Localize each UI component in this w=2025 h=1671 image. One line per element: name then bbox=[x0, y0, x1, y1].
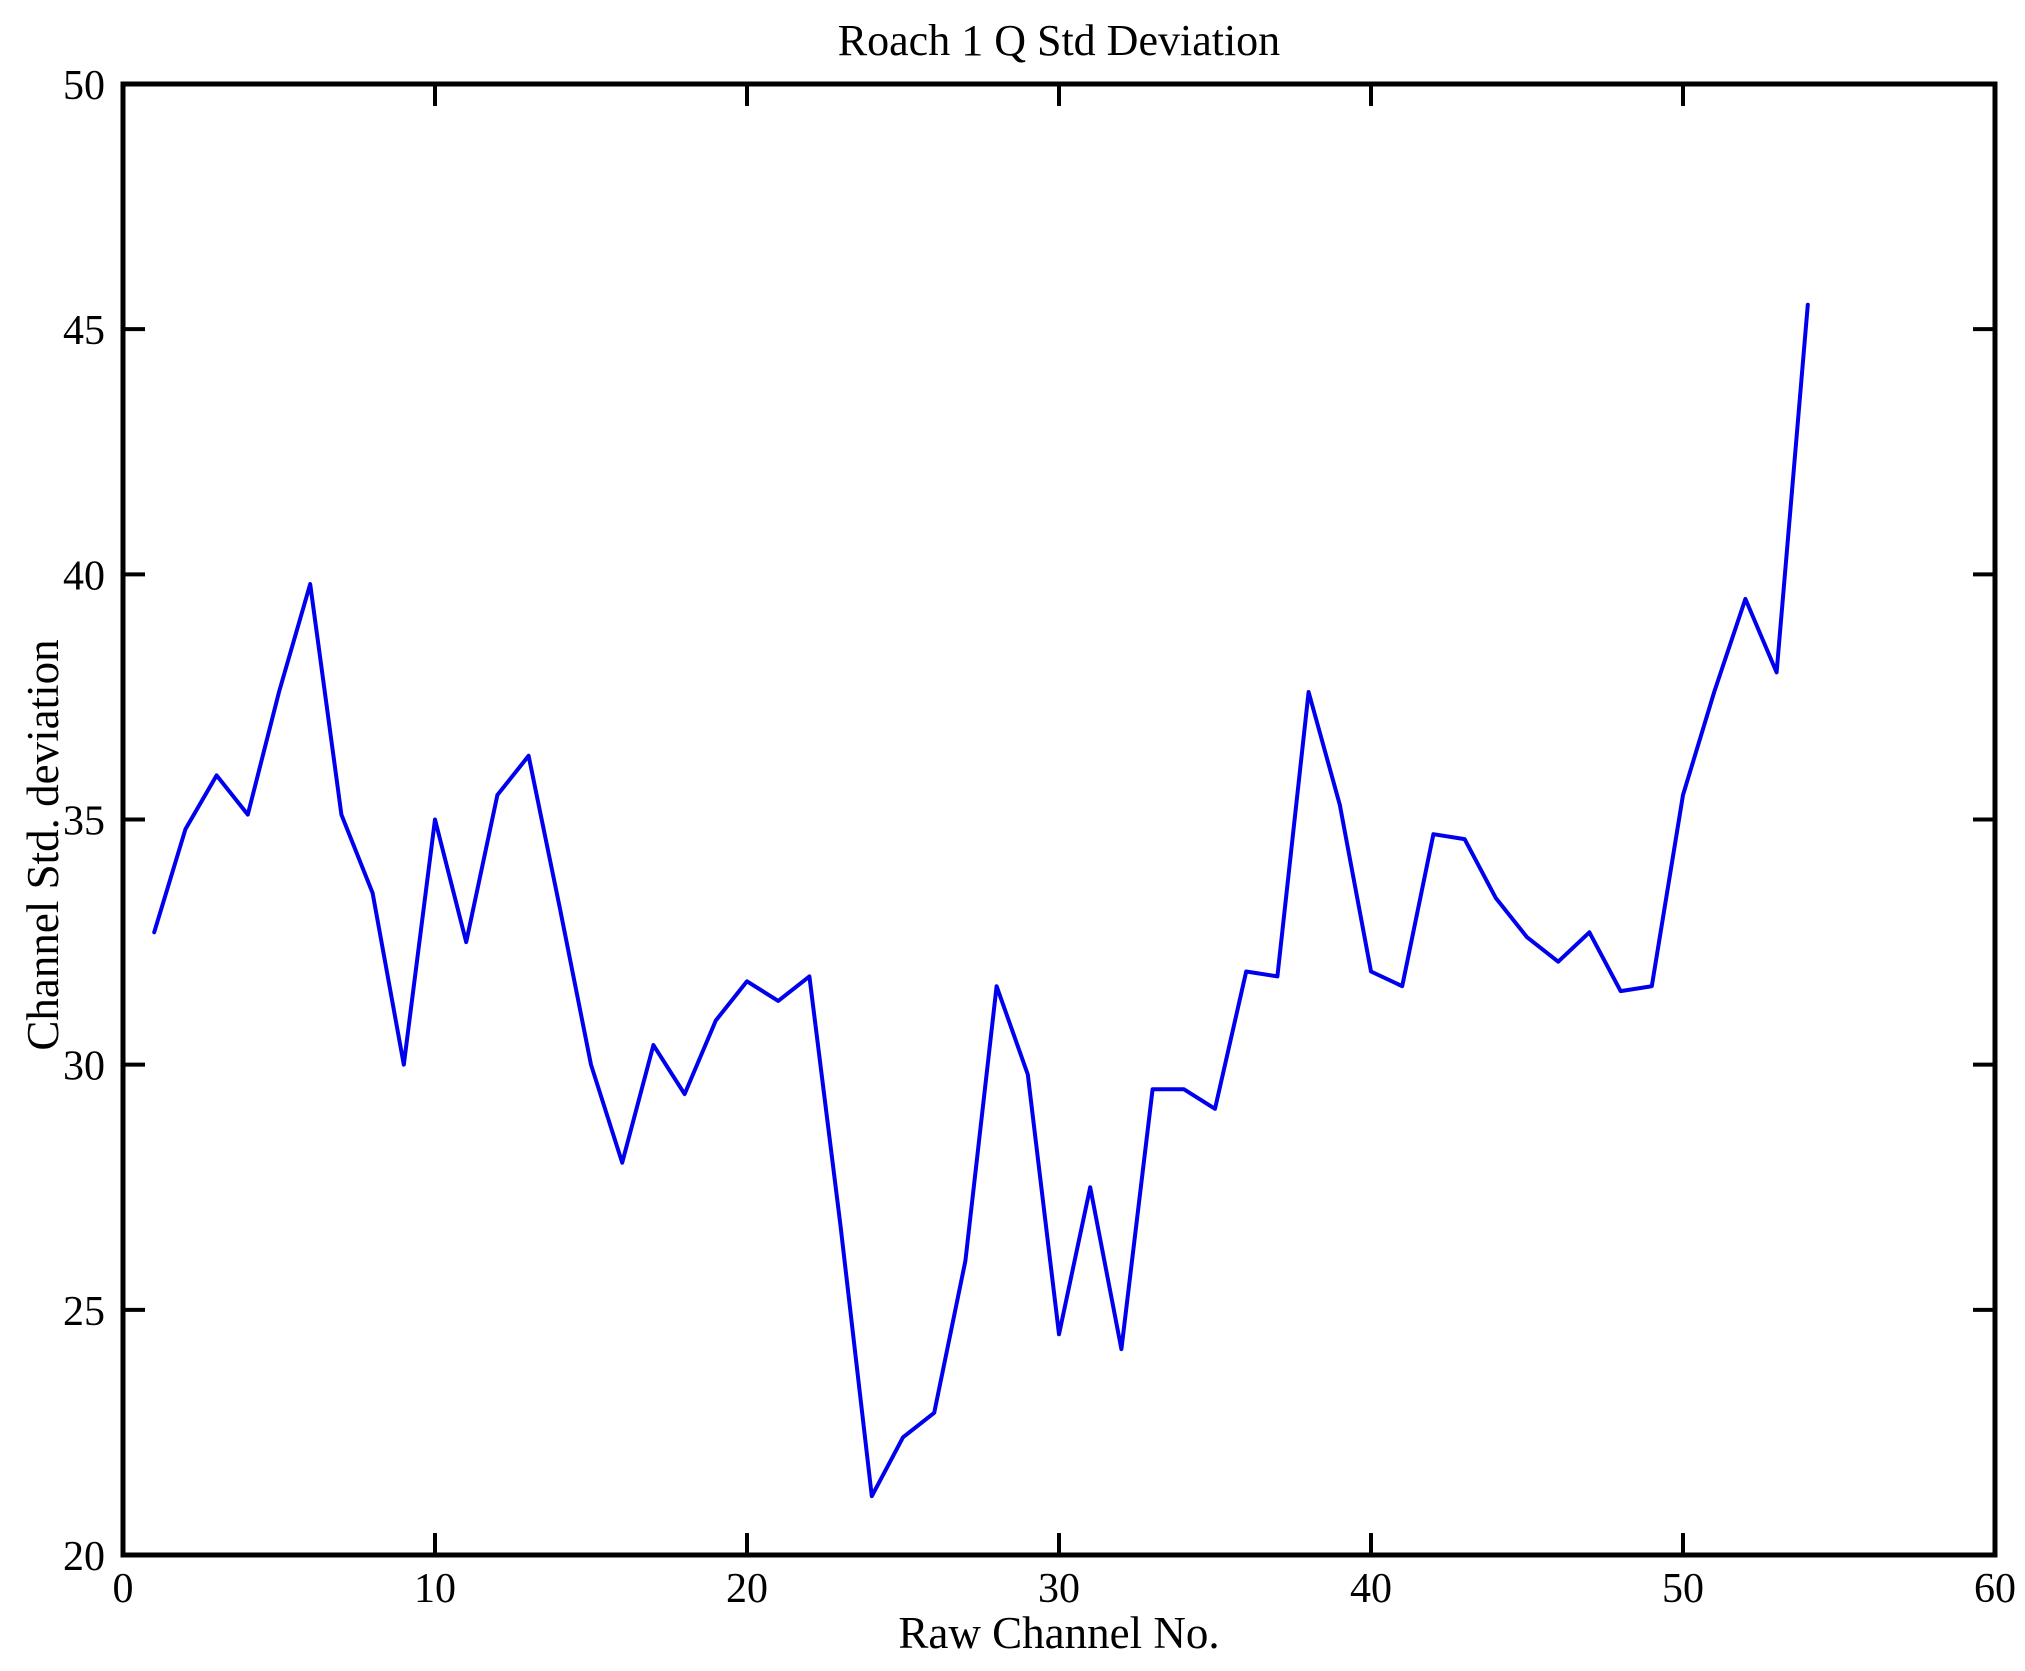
x-tick-label: 30 bbox=[1038, 1566, 1080, 1612]
x-tick-label: 0 bbox=[113, 1566, 134, 1612]
y-tick-label: 45 bbox=[63, 308, 105, 354]
y-tick-labels: 20 25 30 35 40 45 50 bbox=[63, 63, 105, 1580]
x-tick-label: 50 bbox=[1662, 1566, 1704, 1612]
y-tick-label: 40 bbox=[63, 553, 105, 599]
x-tick-label: 60 bbox=[1974, 1566, 2016, 1612]
chart-title: Roach 1 Q Std Deviation bbox=[838, 16, 1280, 65]
y-tick-label: 50 bbox=[63, 63, 105, 109]
x-tick-label: 40 bbox=[1350, 1566, 1392, 1612]
x-tick-marks bbox=[121, 84, 1997, 1555]
y-tick-label: 20 bbox=[63, 1534, 105, 1580]
x-tick-label: 10 bbox=[414, 1566, 456, 1612]
x-tick-labels: 0 10 20 30 40 50 60 bbox=[113, 1566, 2017, 1612]
y-axis-label: Channel Std. deviation bbox=[18, 639, 68, 1050]
y-tick-label: 35 bbox=[63, 799, 105, 845]
y-tick-label: 25 bbox=[63, 1289, 105, 1335]
x-axis-label: Raw Channel No. bbox=[898, 1608, 1219, 1658]
x-tick-label: 20 bbox=[726, 1566, 768, 1612]
y-tick-label: 30 bbox=[63, 1044, 105, 1090]
data-series-line bbox=[152, 302, 1810, 1499]
y-tick-marks bbox=[123, 82, 1995, 1557]
